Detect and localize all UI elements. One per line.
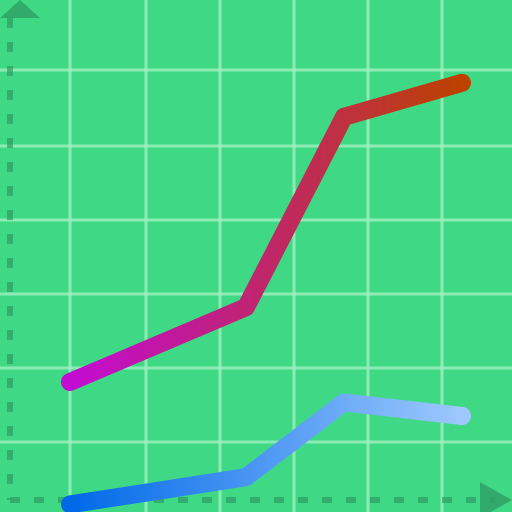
series-line-1 <box>61 73 471 391</box>
y-axis-arrow-icon <box>0 0 40 18</box>
series-line-2 <box>61 393 471 512</box>
x-axis-arrow-icon <box>480 482 512 512</box>
